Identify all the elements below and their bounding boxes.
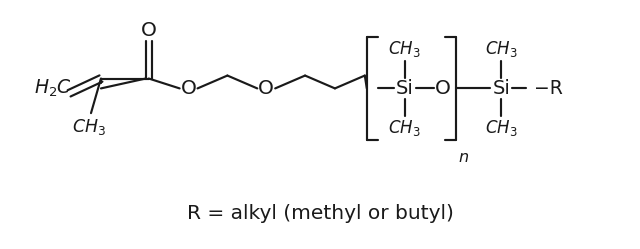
Text: n: n	[458, 150, 468, 165]
Text: $CH_3$: $CH_3$	[388, 118, 421, 138]
Text: Si: Si	[492, 79, 510, 98]
Text: R = alkyl (methyl or butyl): R = alkyl (methyl or butyl)	[187, 204, 453, 224]
Text: $CH_3$: $CH_3$	[485, 39, 518, 59]
Text: $CH_3$: $CH_3$	[72, 117, 106, 137]
Text: $CH_3$: $CH_3$	[388, 39, 421, 59]
Text: $H_2C$: $H_2C$	[34, 78, 72, 99]
Text: O: O	[259, 79, 274, 98]
Text: O: O	[435, 79, 451, 98]
Text: Si: Si	[396, 79, 413, 98]
Text: $CH_3$: $CH_3$	[485, 118, 518, 138]
Text: −R: −R	[534, 79, 563, 98]
Text: O: O	[141, 21, 157, 40]
Text: O: O	[180, 79, 196, 98]
